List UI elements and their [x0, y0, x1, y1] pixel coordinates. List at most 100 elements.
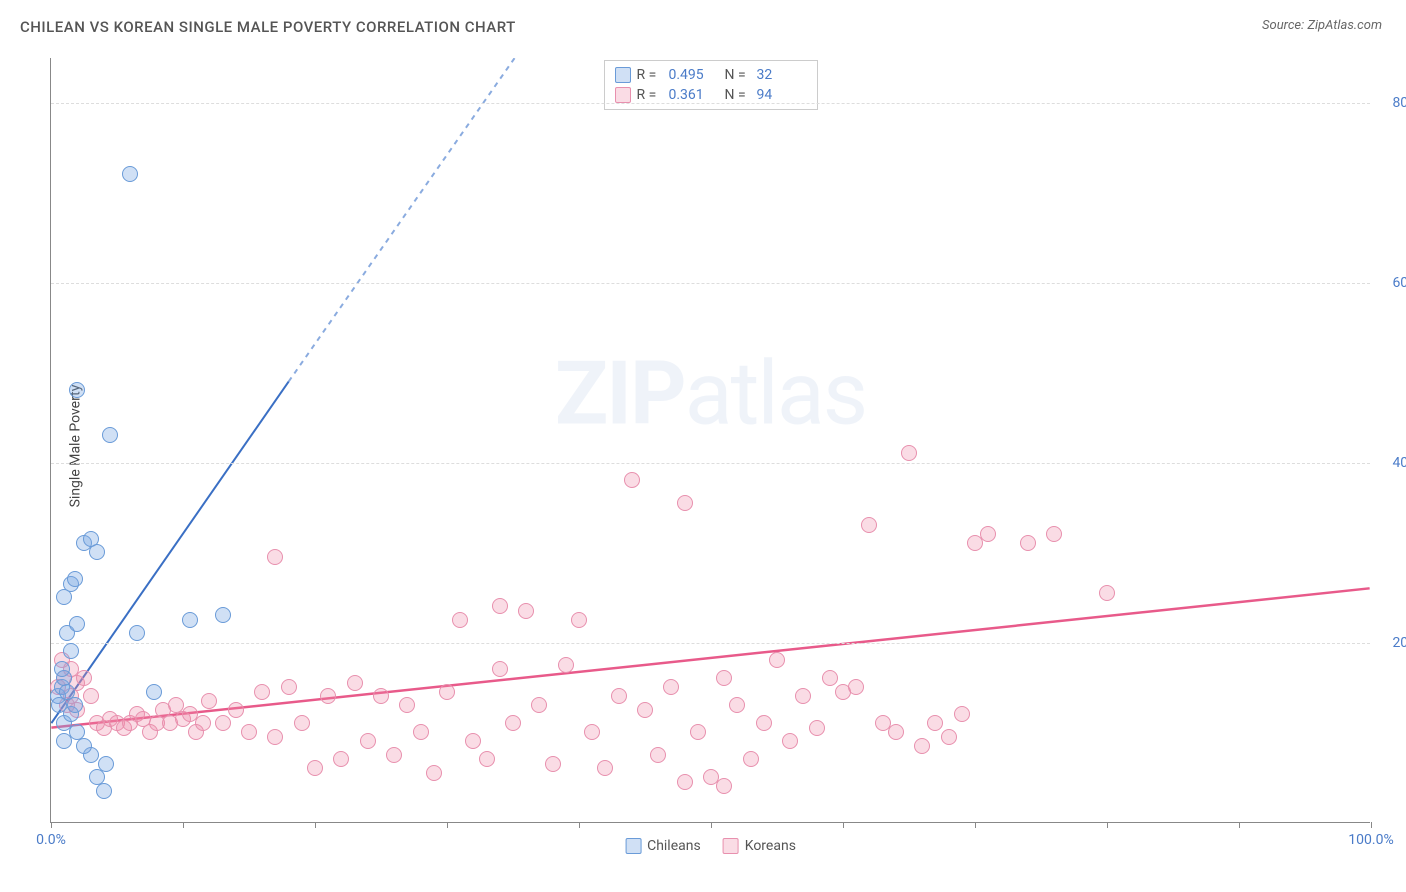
- data-point: [531, 697, 547, 713]
- x-tick: [711, 822, 712, 828]
- data-point: [69, 616, 85, 632]
- data-point: [228, 702, 244, 718]
- stats-r-label: R =: [637, 87, 663, 103]
- stats-n-label: N =: [725, 67, 751, 83]
- data-point: [518, 603, 534, 619]
- data-point: [769, 652, 785, 668]
- data-point: [129, 625, 145, 641]
- legend-label: Chileans: [647, 838, 701, 854]
- data-point: [67, 697, 83, 713]
- y-tick-label: 60.0%: [1375, 275, 1406, 291]
- x-tick-label: 0.0%: [36, 832, 66, 848]
- y-tick-label: 80.0%: [1375, 95, 1406, 111]
- stats-r-value: 0.361: [669, 87, 719, 103]
- data-point: [716, 778, 732, 794]
- gridline: [51, 643, 1370, 644]
- data-point: [611, 688, 627, 704]
- stats-n-value: 32: [757, 67, 807, 83]
- data-point: [756, 715, 772, 731]
- data-point: [677, 774, 693, 790]
- data-point: [102, 427, 118, 443]
- watermark-bold: ZIP: [555, 343, 685, 446]
- data-point: [241, 724, 257, 740]
- data-point: [822, 670, 838, 686]
- gridline: [51, 103, 1370, 104]
- x-tick: [447, 822, 448, 828]
- source-credit: Source: ZipAtlas.com: [1262, 18, 1382, 33]
- data-point: [861, 517, 877, 533]
- data-point: [597, 760, 613, 776]
- data-point: [545, 756, 561, 772]
- data-point: [307, 760, 323, 776]
- data-point: [89, 769, 105, 785]
- data-point: [399, 697, 415, 713]
- data-point: [571, 612, 587, 628]
- data-point: [373, 688, 389, 704]
- data-point: [201, 693, 217, 709]
- watermark: ZIPatlas: [555, 343, 866, 446]
- data-point: [690, 724, 706, 740]
- data-point: [901, 445, 917, 461]
- data-point: [505, 715, 521, 731]
- gridline: [51, 283, 1370, 284]
- data-point: [76, 670, 92, 686]
- data-point: [729, 697, 745, 713]
- data-point: [413, 724, 429, 740]
- data-point: [54, 661, 70, 677]
- data-point: [386, 747, 402, 763]
- data-point: [888, 724, 904, 740]
- legend-swatch: [723, 838, 739, 854]
- data-point: [452, 612, 468, 628]
- data-point: [267, 729, 283, 745]
- trend-lines: [51, 58, 1370, 822]
- data-point: [927, 715, 943, 731]
- y-tick-label: 40.0%: [1375, 455, 1406, 471]
- data-point: [716, 670, 732, 686]
- legend-item: Koreans: [723, 838, 796, 854]
- data-point: [914, 738, 930, 754]
- data-point: [215, 607, 231, 623]
- data-point: [795, 688, 811, 704]
- data-point: [281, 679, 297, 695]
- data-point: [267, 549, 283, 565]
- data-point: [782, 733, 798, 749]
- x-tick: [1239, 822, 1240, 828]
- data-point: [584, 724, 600, 740]
- x-tick-label: 100.0%: [1348, 832, 1393, 848]
- data-point: [122, 166, 138, 182]
- data-point: [941, 729, 957, 745]
- data-point: [1020, 535, 1036, 551]
- data-point: [320, 688, 336, 704]
- x-tick: [579, 822, 580, 828]
- stats-row: R =0.361N =94: [615, 85, 807, 105]
- data-point: [294, 715, 310, 731]
- data-point: [360, 733, 376, 749]
- x-tick: [183, 822, 184, 828]
- data-point: [182, 612, 198, 628]
- data-point: [347, 675, 363, 691]
- data-point: [254, 684, 270, 700]
- source-label: Source:: [1262, 18, 1304, 33]
- legend: Chileans Koreans: [625, 838, 796, 854]
- data-point: [69, 382, 85, 398]
- data-point: [63, 643, 79, 659]
- data-point: [1046, 526, 1062, 542]
- data-point: [743, 751, 759, 767]
- stats-n-label: N =: [725, 87, 751, 103]
- legend-item: Chileans: [625, 838, 701, 854]
- y-tick-label: 20.0%: [1375, 635, 1406, 651]
- data-point: [954, 706, 970, 722]
- stats-row: R =0.495N =32: [615, 65, 807, 85]
- data-point: [426, 765, 442, 781]
- data-point: [677, 495, 693, 511]
- plot-area: ZIPatlas R =0.495N =32R =0.361N =94 Chil…: [50, 58, 1370, 823]
- x-tick: [975, 822, 976, 828]
- data-point: [624, 472, 640, 488]
- data-point: [98, 756, 114, 772]
- data-point: [215, 715, 231, 731]
- data-point: [558, 657, 574, 673]
- legend-swatch: [625, 838, 641, 854]
- watermark-light: atlas: [685, 343, 866, 446]
- data-point: [809, 720, 825, 736]
- x-tick: [51, 822, 52, 828]
